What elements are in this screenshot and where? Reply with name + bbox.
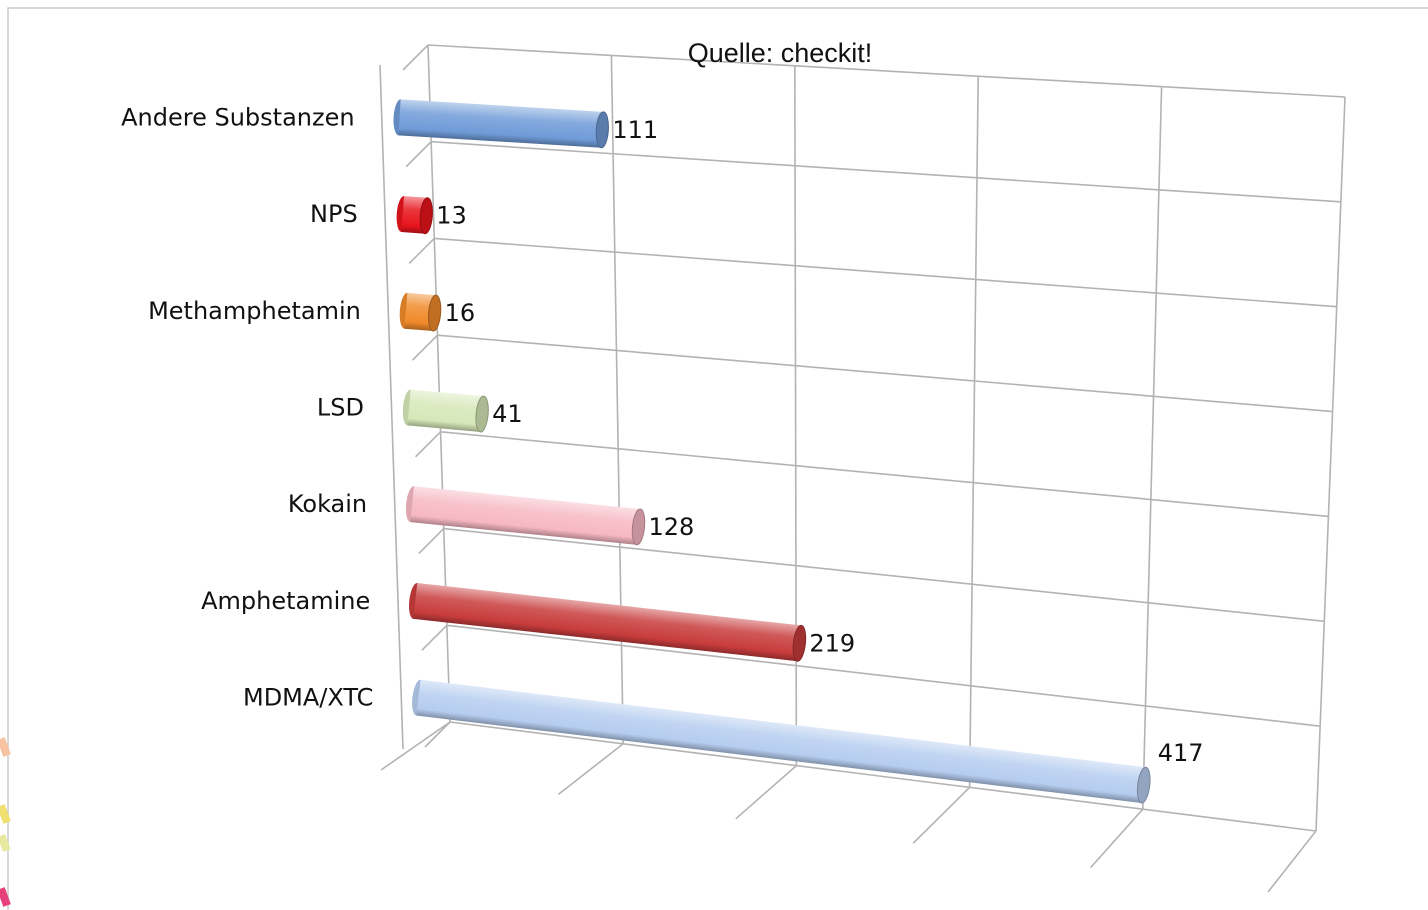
bar-kokain [405, 486, 646, 546]
gridline-h [446, 624, 1321, 727]
category-label: LSD [317, 394, 364, 422]
chart-frame [7, 7, 1428, 910]
bar-amphetamine [409, 583, 807, 662]
side-edge [379, 64, 404, 750]
value-label: 16 [445, 299, 476, 327]
floor-tick [1267, 830, 1317, 893]
value-label: 417 [1158, 739, 1204, 767]
gridline-side [402, 44, 429, 71]
gridline-side [424, 721, 451, 748]
gridline-side [415, 431, 442, 458]
gridline-side [421, 624, 448, 651]
category-label: Amphetamine [201, 587, 370, 615]
value-labels: 111 13 16 41 128 219 417 [436, 116, 1203, 767]
value-label: 13 [436, 202, 467, 230]
gridline-h [449, 721, 1317, 832]
category-label: Methamphetamin [148, 297, 361, 325]
bar-nps [396, 196, 433, 235]
floor-tick [380, 721, 451, 771]
bars [393, 99, 1151, 804]
bar-lsd [402, 389, 489, 433]
floor-tick [557, 743, 624, 796]
gridline-side [405, 141, 432, 168]
gridline-h [440, 431, 1329, 518]
gridline-side [418, 528, 445, 555]
gridline-h [437, 334, 1333, 413]
gridline-h [443, 527, 1325, 623]
category-labels: Andere Substanzen NPS Methamphetamin LSD Kok… [121, 103, 373, 711]
gridline-v [1315, 96, 1346, 832]
gridline-h [431, 140, 1341, 203]
bar-mdma-xtc [412, 679, 1151, 804]
category-label: MDMA/XTC [243, 684, 373, 712]
value-label: 219 [809, 629, 855, 657]
gridline-h [427, 44, 1346, 98]
bar-andere-substanzen [393, 99, 609, 149]
floor-tick [735, 764, 797, 820]
floor-tick [912, 786, 971, 844]
gridline-h [434, 237, 1337, 308]
gridline-side [411, 334, 438, 361]
value-label: 111 [612, 116, 658, 144]
source-note: Quelle: checkit! [688, 38, 873, 68]
bar-methamphetamin [399, 292, 442, 332]
category-label: NPS [310, 200, 358, 228]
corner-decoration [0, 737, 11, 907]
value-label: 41 [492, 400, 523, 428]
category-label: Andere Substanzen [121, 103, 354, 131]
category-label: Kokain [288, 490, 367, 518]
floor-tick [1090, 808, 1144, 869]
gridline-v [1142, 86, 1163, 810]
gridline-v [968, 76, 979, 788]
gridlines [379, 44, 1346, 893]
value-label: 128 [649, 513, 695, 541]
gridline-side [408, 237, 435, 264]
